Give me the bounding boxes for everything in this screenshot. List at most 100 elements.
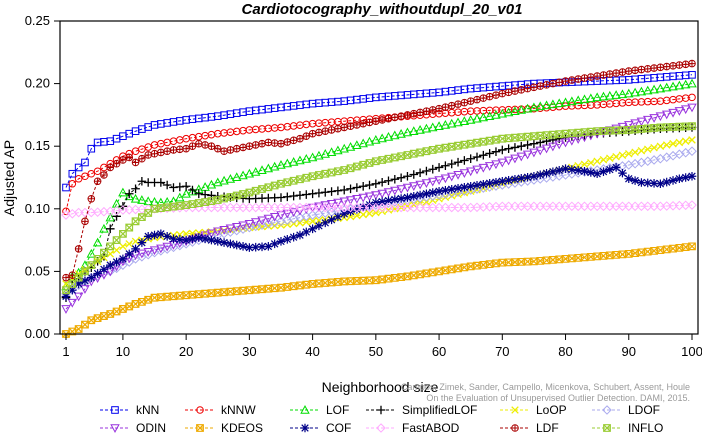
data-point (453, 170, 463, 180)
series-cof (61, 163, 697, 301)
data-point (73, 292, 84, 302)
legend-label: LDF (536, 421, 559, 434)
data-point (636, 201, 647, 212)
data-point (118, 187, 128, 197)
legend-label: kNN (136, 403, 159, 417)
data-point (239, 190, 247, 198)
data-point (358, 202, 368, 213)
data-point (74, 174, 83, 183)
data-point (314, 188, 324, 198)
data-point (535, 146, 545, 156)
data-point (200, 231, 210, 241)
data-point (611, 163, 621, 172)
data-point (447, 142, 456, 151)
data-point (409, 149, 418, 158)
data-point (491, 147, 501, 157)
data-point (289, 282, 298, 291)
data-point (100, 171, 108, 179)
data-point (649, 201, 659, 212)
data-point (124, 249, 134, 259)
data-point (485, 260, 494, 269)
data-point (226, 193, 235, 201)
data-point (390, 153, 399, 162)
data-point (397, 152, 406, 161)
data-point (378, 275, 387, 284)
x-tick-label: 30 (242, 344, 256, 359)
data-point (137, 195, 147, 204)
data-point (377, 133, 387, 143)
series-ldf (62, 59, 696, 282)
data-point (62, 273, 70, 282)
data-point (510, 154, 520, 164)
data-point (554, 165, 564, 175)
data-point (687, 103, 697, 113)
data-point (371, 276, 380, 285)
data-point (668, 108, 678, 118)
data-point (188, 142, 197, 150)
data-point (119, 156, 127, 164)
legend-item-simplifiedlof: SimplifiedLOF (366, 403, 477, 417)
data-point (80, 285, 90, 294)
data-point (573, 95, 583, 105)
data-point (473, 138, 481, 147)
data-point (663, 63, 671, 70)
data-point (74, 325, 83, 333)
data-point (238, 202, 248, 213)
data-point (567, 136, 577, 146)
data-point (264, 183, 273, 192)
data-point (352, 194, 362, 204)
data-point (309, 130, 316, 137)
data-point (573, 166, 583, 175)
data-point (188, 229, 197, 238)
data-point (668, 176, 678, 185)
data-point (554, 140, 564, 150)
data-point (567, 201, 577, 212)
data-point (182, 145, 190, 153)
data-point (132, 159, 139, 166)
data-point (244, 202, 255, 213)
data-point (447, 184, 457, 194)
data-point (688, 60, 696, 67)
data-point (144, 151, 152, 159)
data-point (459, 202, 470, 213)
data-point (81, 267, 89, 276)
data-point (327, 187, 336, 196)
data-point (62, 274, 70, 281)
data-point (201, 198, 210, 206)
data-point (384, 274, 393, 283)
data-point (624, 174, 634, 184)
data-point (460, 156, 469, 165)
data-point (428, 268, 437, 277)
data-point (377, 177, 387, 187)
legend-marker (602, 405, 612, 415)
data-point (269, 213, 280, 222)
data-point (548, 201, 558, 212)
data-point (536, 82, 544, 90)
x-tick-label: 40 (305, 344, 319, 359)
data-point (669, 62, 677, 70)
data-point (269, 202, 280, 213)
data-point (587, 158, 595, 167)
data-point (68, 179, 77, 188)
data-point (503, 107, 514, 117)
data-point (352, 162, 361, 171)
data-point (643, 145, 652, 153)
data-point (162, 180, 172, 190)
series-line (65, 166, 693, 297)
data-point (252, 141, 259, 149)
data-point (637, 248, 646, 257)
data-point (239, 144, 247, 151)
data-point (245, 243, 254, 252)
data-point (296, 135, 304, 142)
data-point (93, 254, 102, 263)
data-point (232, 240, 242, 250)
data-point (182, 144, 190, 153)
data-point (270, 239, 279, 249)
data-point (371, 191, 381, 200)
data-point (675, 174, 684, 184)
data-point (529, 148, 539, 158)
data-point (131, 158, 140, 167)
data-point (410, 110, 418, 117)
data-point (403, 202, 412, 211)
legend-label: LOF (326, 403, 349, 417)
